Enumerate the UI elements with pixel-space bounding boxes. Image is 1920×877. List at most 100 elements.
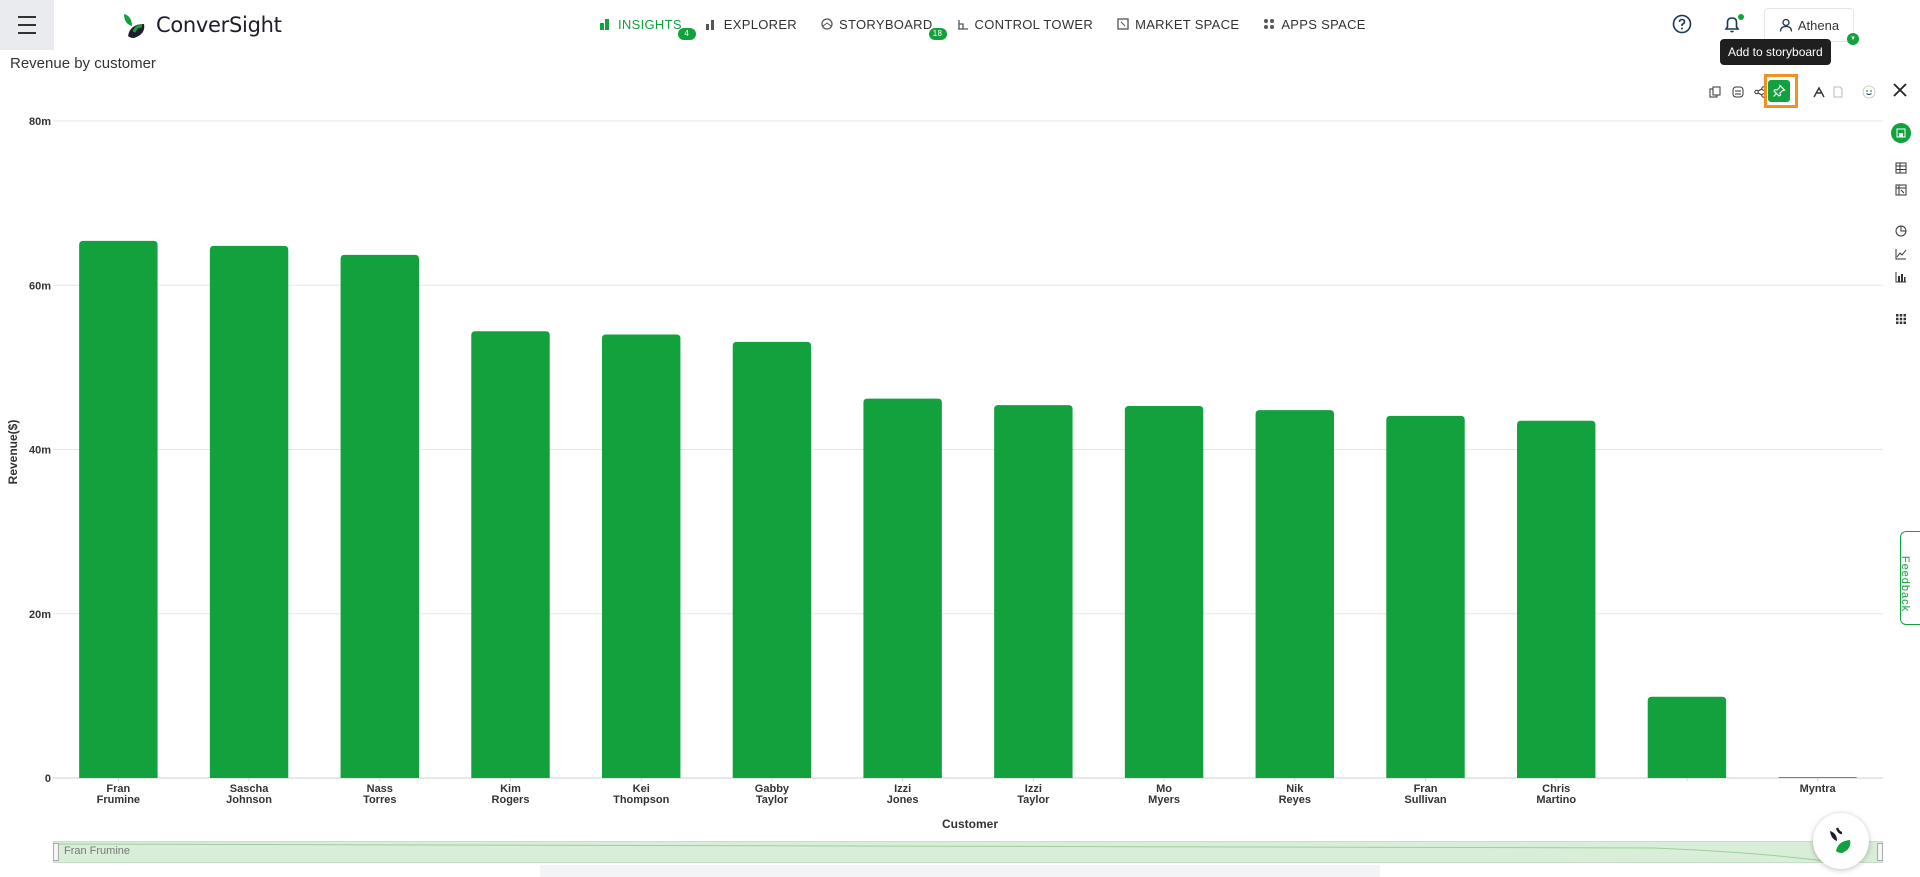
bar[interactable]: [209, 245, 289, 778]
chevron-down-icon: ▾: [1847, 33, 1859, 45]
pie-chart-view-button[interactable]: [1893, 223, 1909, 239]
nav-market-space-label: MARKET SPACE: [1135, 16, 1240, 32]
bar[interactable]: [1386, 415, 1465, 778]
bottom-panel-edge: [540, 865, 1380, 877]
copy-button[interactable]: [1707, 84, 1723, 100]
x-tick-label: Gabby: [755, 783, 790, 795]
grid-view-button[interactable]: [1893, 311, 1909, 327]
line-chart-icon: [1895, 249, 1907, 260]
nav-explorer-label: EXPLORER: [723, 16, 797, 32]
bell-icon: [1724, 17, 1740, 33]
help-icon: [1672, 14, 1692, 34]
pivot-view-button[interactable]: [1893, 182, 1909, 198]
bar[interactable]: [340, 254, 419, 778]
feedback-tab[interactable]: Feedback: [1899, 531, 1920, 625]
apps-space-icon: [1264, 19, 1275, 29]
nav-control-tower[interactable]: CONTROL TOWER: [957, 14, 1094, 34]
pin-button-highlight: [1764, 74, 1798, 108]
nav-insights[interactable]: INSIGHTS 4: [600, 14, 696, 40]
assistant-button[interactable]: [1813, 813, 1869, 869]
top-bar: ConverSight INSIGHTS 4 EXPLORER STORYBOA…: [0, 0, 1920, 50]
save-button[interactable]: [1891, 123, 1911, 143]
storyboard-icon: [821, 18, 833, 30]
nav-insights-label: INSIGHTS: [618, 16, 682, 32]
table-view-button[interactable]: [1893, 160, 1909, 176]
line-chart-view-button[interactable]: [1893, 246, 1909, 262]
chart-labels: 020m40m60m80mFranFrumineSaschaJohnsonNas…: [29, 116, 1837, 806]
bar[interactable]: [1647, 696, 1727, 778]
help-button[interactable]: [1672, 14, 1692, 39]
chart-bars: [79, 240, 1857, 779]
bar-chart-view-button[interactable]: [1893, 269, 1909, 285]
nav-storyboard[interactable]: STORYBOARD 18: [821, 14, 947, 40]
bar[interactable]: [602, 334, 681, 778]
bar[interactable]: [1778, 777, 1857, 778]
insights-icon: [600, 19, 609, 30]
pie-chart-icon: [1895, 225, 1907, 237]
bar[interactable]: [1517, 420, 1596, 778]
x-tick-label: Fran: [106, 783, 130, 795]
x-tick-label: Jones: [887, 794, 919, 806]
close-icon: [1893, 83, 1907, 97]
bar[interactable]: [1124, 405, 1204, 778]
x-tick-label: Frumine: [97, 794, 140, 806]
x-tick-label: Myers: [1148, 794, 1180, 806]
x-tick-label: Sascha: [230, 783, 269, 795]
x-tick-label: Torres: [363, 794, 396, 806]
pin-icon: [1773, 84, 1786, 97]
zoom-handle-right[interactable]: [1877, 843, 1883, 861]
bar[interactable]: [994, 405, 1073, 778]
grid-icon: [1896, 314, 1906, 324]
chart-zoom-scrollbar[interactable]: Fran Frumine: [53, 841, 1883, 863]
export-button[interactable]: [1830, 84, 1846, 100]
x-tick-label: Rogers: [492, 794, 530, 806]
menu-icon: [18, 13, 36, 37]
user-name: Athena: [1797, 17, 1840, 33]
x-tick-label: Izzi: [894, 783, 911, 795]
x-tick-label: Izzi: [1025, 783, 1042, 795]
bar[interactable]: [732, 341, 812, 778]
x-tick-label: Nass: [367, 783, 393, 795]
user-menu-button[interactable]: Athena ▾: [1764, 8, 1859, 45]
nav-apps-space-label: APPS SPACE: [1281, 16, 1366, 32]
feedback-label: Feedback: [1899, 555, 1911, 613]
x-tick-label: Nik: [1286, 783, 1304, 795]
x-tick-label: Mo: [1156, 783, 1172, 795]
zoom-handle-left[interactable]: [53, 843, 59, 861]
revenue-bar-chart: 020m40m60m80mFranFrumineSaschaJohnsonNas…: [6, 116, 1883, 831]
nav-explorer[interactable]: EXPLORER: [705, 14, 797, 34]
notification-dot: [1738, 14, 1744, 20]
database-button[interactable]: [1730, 84, 1746, 100]
hamburger-menu-button[interactable]: [0, 0, 54, 50]
logo[interactable]: ConverSight: [120, 10, 282, 40]
bar[interactable]: [863, 398, 942, 778]
x-tick-label: Reyes: [1279, 794, 1311, 806]
nav-apps-space[interactable]: APPS SPACE: [1263, 14, 1365, 34]
x-tick-label: Kim: [500, 783, 521, 795]
x-tick-label: Taylor: [756, 794, 789, 806]
y-axis-title: Revenue($): [6, 420, 20, 485]
nav-storyboard-label: STORYBOARD: [839, 16, 933, 32]
x-tick-label: Martino: [1536, 794, 1576, 806]
bar[interactable]: [471, 331, 550, 778]
nav-market-space[interactable]: MARKET SPACE: [1117, 14, 1239, 34]
assistant-logo-icon: [1830, 827, 1851, 853]
chart-settings-icon: [1813, 86, 1825, 98]
bar[interactable]: [1255, 410, 1334, 778]
feedback-smiley-button[interactable]: [1861, 84, 1877, 100]
add-to-storyboard-button[interactable]: [1768, 80, 1790, 102]
chart-settings-button[interactable]: [1811, 84, 1827, 100]
y-tick-label: 40m: [29, 445, 51, 457]
user-icon: [1779, 18, 1793, 32]
close-button[interactable]: [1892, 82, 1908, 103]
notifications-button[interactable]: [1722, 14, 1744, 39]
x-tick-label: Chris: [1542, 783, 1570, 795]
x-tick-label: Kei: [633, 783, 650, 795]
market-space-icon: [1117, 18, 1129, 30]
bar[interactable]: [79, 240, 158, 779]
y-tick-label: 60m: [29, 280, 51, 292]
conversight-logo-icon: [124, 14, 145, 38]
explorer-icon: [705, 20, 714, 30]
bar-chart-icon: [1895, 272, 1906, 283]
x-axis-title: Customer: [942, 817, 998, 831]
